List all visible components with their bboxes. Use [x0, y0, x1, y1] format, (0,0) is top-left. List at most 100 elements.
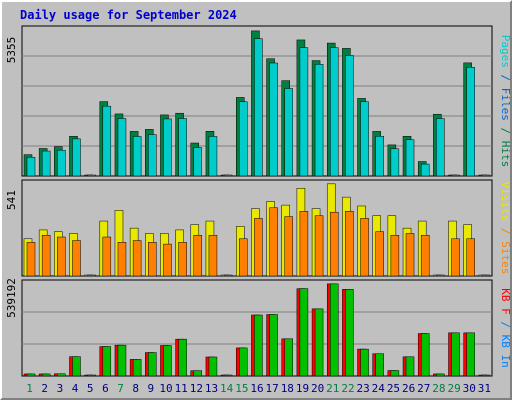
- files-bar: [329, 47, 339, 177]
- files-bar: [41, 150, 51, 177]
- day-label: 23: [357, 382, 370, 395]
- day-label: 28: [432, 382, 445, 395]
- day-label: 25: [387, 382, 400, 395]
- chart-title: Daily usage for September 2024: [20, 8, 237, 22]
- files-bar: [148, 134, 157, 177]
- kbin-bar: [193, 370, 203, 377]
- kbin-bar: [239, 347, 248, 377]
- sites-bar: [117, 242, 127, 277]
- bottom-legend-part: / KB In: [499, 315, 512, 368]
- files-bar: [208, 136, 218, 177]
- day-label: 19: [296, 382, 309, 395]
- kbin-bar: [223, 374, 233, 377]
- files-bar: [117, 118, 127, 177]
- kbin-bar: [72, 356, 81, 377]
- sites-bar: [481, 274, 491, 277]
- middle-legend-part: / Sites: [499, 221, 512, 274]
- top-max-label: 5355: [5, 37, 18, 64]
- day-label: 14: [220, 382, 234, 395]
- sites-bar: [148, 242, 157, 277]
- files-bar: [132, 136, 142, 177]
- sites-bar: [345, 211, 354, 277]
- kbin-bar: [132, 359, 142, 377]
- bottom-max-label: 539192: [5, 278, 18, 318]
- sites-bar: [269, 207, 278, 277]
- kbin-bar: [57, 373, 66, 377]
- sites-bar: [41, 234, 51, 277]
- files-bar: [57, 149, 66, 177]
- kbin-bar: [102, 346, 112, 377]
- bottom-legend-part: KB F: [499, 288, 512, 315]
- top-legend-part: / Files: [499, 68, 512, 121]
- files-bar: [87, 174, 96, 177]
- files-bar: [163, 118, 172, 177]
- kbin-bar: [148, 352, 157, 377]
- files-bar: [360, 101, 369, 177]
- day-label: 17: [266, 382, 279, 395]
- files-bar: [72, 138, 81, 177]
- day-label: 7: [117, 382, 124, 395]
- sites-bar: [163, 243, 172, 277]
- sites-bar: [329, 211, 339, 277]
- kbin-bar: [254, 314, 263, 377]
- kbin-bar: [284, 338, 293, 377]
- day-label: 6: [102, 382, 109, 395]
- kbin-bar: [390, 370, 400, 377]
- day-label: 9: [148, 382, 155, 395]
- files-bar: [345, 55, 354, 177]
- files-bar: [254, 38, 263, 177]
- kbin-bar: [405, 356, 415, 377]
- kbin-bar: [208, 356, 218, 377]
- sites-bar: [178, 242, 187, 277]
- sites-bar: [87, 274, 96, 277]
- kbin-bar: [375, 353, 384, 377]
- middle-legend: Visits / Sites: [499, 182, 512, 275]
- kbin-bar: [163, 345, 172, 377]
- sites-bar: [390, 234, 400, 277]
- sites-bar: [239, 238, 248, 277]
- sites-bar: [420, 234, 430, 277]
- kbin-bar: [41, 373, 51, 377]
- kbin-bar: [87, 374, 96, 377]
- kbin-bar: [299, 288, 309, 377]
- sites-bar: [405, 233, 415, 277]
- sites-bar: [132, 240, 142, 277]
- files-bar: [405, 139, 415, 177]
- kbin-bar: [451, 332, 460, 377]
- day-label: 24: [372, 382, 386, 395]
- middle-legend-part: Visits: [499, 182, 512, 222]
- files-bar: [314, 64, 324, 177]
- day-label: 30: [463, 382, 476, 395]
- day-label: 26: [402, 382, 415, 395]
- day-label: 21: [326, 382, 339, 395]
- files-bar: [481, 174, 491, 177]
- day-label: 2: [41, 382, 48, 395]
- day-label: 16: [250, 382, 263, 395]
- sites-bar: [223, 274, 233, 277]
- files-bar: [178, 118, 187, 177]
- kbin-bar: [314, 308, 324, 377]
- sites-bar: [360, 218, 369, 277]
- sites-bar: [299, 211, 309, 277]
- files-bar: [239, 101, 248, 177]
- sites-bar: [466, 238, 475, 277]
- middle-max-label: 541: [5, 190, 18, 210]
- kbin-bar: [26, 373, 36, 377]
- day-label: 18: [281, 382, 294, 395]
- files-bar: [102, 105, 112, 177]
- files-bar: [269, 62, 278, 177]
- kbin-bar: [420, 333, 430, 377]
- sites-bar: [314, 215, 324, 277]
- sites-bar: [26, 242, 36, 277]
- sites-bar: [254, 218, 263, 277]
- day-label: 29: [447, 382, 460, 395]
- day-label: 8: [132, 382, 139, 395]
- kbin-bar: [360, 348, 369, 377]
- files-bar: [390, 148, 400, 177]
- kbin-bar: [345, 289, 354, 377]
- files-bar: [451, 174, 460, 177]
- kbin-bar: [269, 314, 278, 377]
